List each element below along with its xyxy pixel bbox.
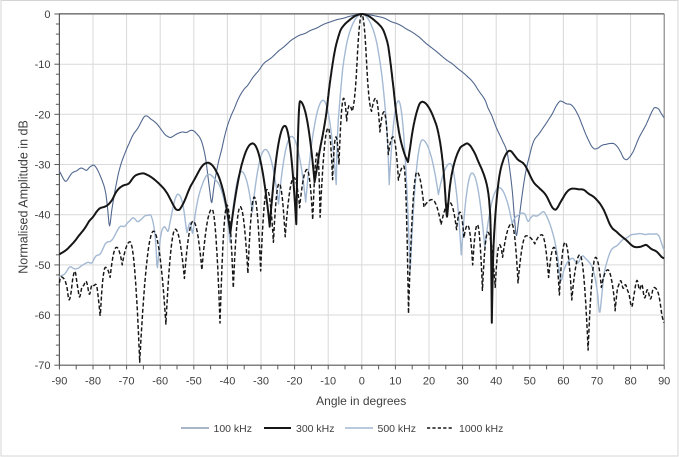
svg-text:40: 40 — [490, 376, 502, 388]
svg-text:50: 50 — [524, 376, 536, 388]
svg-text:-80: -80 — [85, 376, 101, 388]
svg-text:500 kHz: 500 kHz — [378, 423, 417, 435]
svg-text:0: 0 — [359, 376, 365, 388]
svg-text:-20: -20 — [35, 109, 51, 121]
svg-text:100 kHz: 100 kHz — [214, 423, 253, 435]
svg-text:70: 70 — [591, 376, 603, 388]
svg-text:10: 10 — [389, 376, 401, 388]
svg-text:-70: -70 — [35, 360, 51, 372]
svg-text:Angle in degrees: Angle in degrees — [316, 394, 406, 408]
svg-text:60: 60 — [557, 376, 569, 388]
svg-text:-50: -50 — [186, 376, 202, 388]
svg-text:1000 kHz: 1000 kHz — [459, 423, 503, 435]
svg-text:90: 90 — [658, 376, 670, 388]
svg-text:Normalised Amplitude in dB: Normalised Amplitude in dB — [17, 120, 31, 274]
svg-text:-40: -40 — [35, 210, 51, 222]
svg-text:-50: -50 — [35, 260, 51, 272]
svg-text:-20: -20 — [287, 376, 303, 388]
svg-text:-70: -70 — [119, 376, 135, 388]
svg-text:-60: -60 — [35, 310, 51, 322]
svg-text:-30: -30 — [253, 376, 269, 388]
svg-text:-30: -30 — [35, 160, 51, 172]
svg-text:-10: -10 — [320, 376, 336, 388]
svg-text:-40: -40 — [219, 376, 235, 388]
svg-text:-60: -60 — [152, 376, 168, 388]
svg-text:80: 80 — [624, 376, 636, 388]
svg-text:30: 30 — [456, 376, 468, 388]
svg-text:-90: -90 — [51, 376, 67, 388]
svg-text:0: 0 — [44, 9, 50, 21]
svg-text:-10: -10 — [35, 59, 51, 71]
svg-text:20: 20 — [423, 376, 435, 388]
svg-text:300 kHz: 300 kHz — [296, 423, 335, 435]
